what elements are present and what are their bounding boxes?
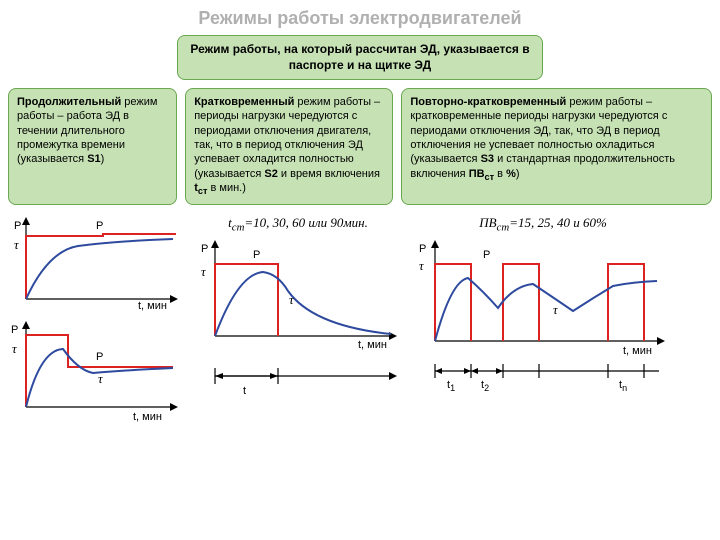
chart-s1-bot-svg: P τ P τ t, мин [8,315,183,425]
col-s1: Продолжительный режим работы – работа ЭД… [8,88,177,205]
col-s2: Кратковременный режим работы – периоды н… [185,88,393,205]
page-title: Режимы работы электродвигателей [8,8,712,29]
lbl-tmin: t, мин [138,300,167,311]
lbl-mP2: P [253,249,260,261]
lbl-rtau: τ [419,258,425,273]
lbl-P4: P [96,351,103,363]
caption-right: ПВст=15, 25, 40 и 60% [413,215,673,234]
left-charts: P τ P t, мин P τ P τ t, мин [8,211,183,425]
lbl-tmin2: t, мин [133,411,162,423]
lbl-rtmin: t, мин [623,345,652,357]
lbl-tau: τ [14,237,20,252]
chart-s1-bot: P τ P τ t, мин [8,315,183,425]
lbl-rP2: P [483,249,490,261]
chart-s1-top: P τ P t, мин [8,211,183,311]
header-box: Режим работы, на который рассчитан ЭД, у… [177,35,543,80]
lbl-P2: P [96,220,103,232]
lbl-P3: P [11,324,18,336]
lbl-mtmin: t, мин [358,339,387,351]
chart-s3-svg: P τ P τ t, мин t1 t2 tn [413,236,673,406]
chart-s3: ПВст=15, 25, 40 и 60% P τ P τ t, мин [413,215,673,406]
lbl-tau2: τ [12,341,18,356]
lbl-t: t [243,385,246,397]
col-s3: Повторно-кратковременный режим работы – … [401,88,712,205]
lbl-tau3: τ [98,371,104,386]
chart-s2-svg: P τ P τ t, мин t [193,236,403,406]
lbl-mtau: τ [201,264,207,279]
lbl-rP: P [419,243,426,255]
header-text: Режим работы, на который рассчитан ЭД, у… [190,42,529,72]
caption-mid: tст=10, 30, 60 или 90мин. [193,215,403,234]
chart-s1-top-svg: P τ P t, мин [8,211,183,311]
chart-s2: tст=10, 30, 60 или 90мин. P τ P τ t, мин [193,215,403,406]
lbl-t2: t2 [481,379,489,393]
lbl-t1: t1 [447,379,455,393]
lbl-tn: tn [619,379,627,393]
lbl-P: P [14,220,21,232]
mode-columns: Продолжительный режим работы – работа ЭД… [8,88,712,205]
lbl-rtau2: τ [553,302,559,317]
lbl-mP: P [201,243,208,255]
charts-row: P τ P t, мин P τ P τ t, мин [8,211,712,425]
